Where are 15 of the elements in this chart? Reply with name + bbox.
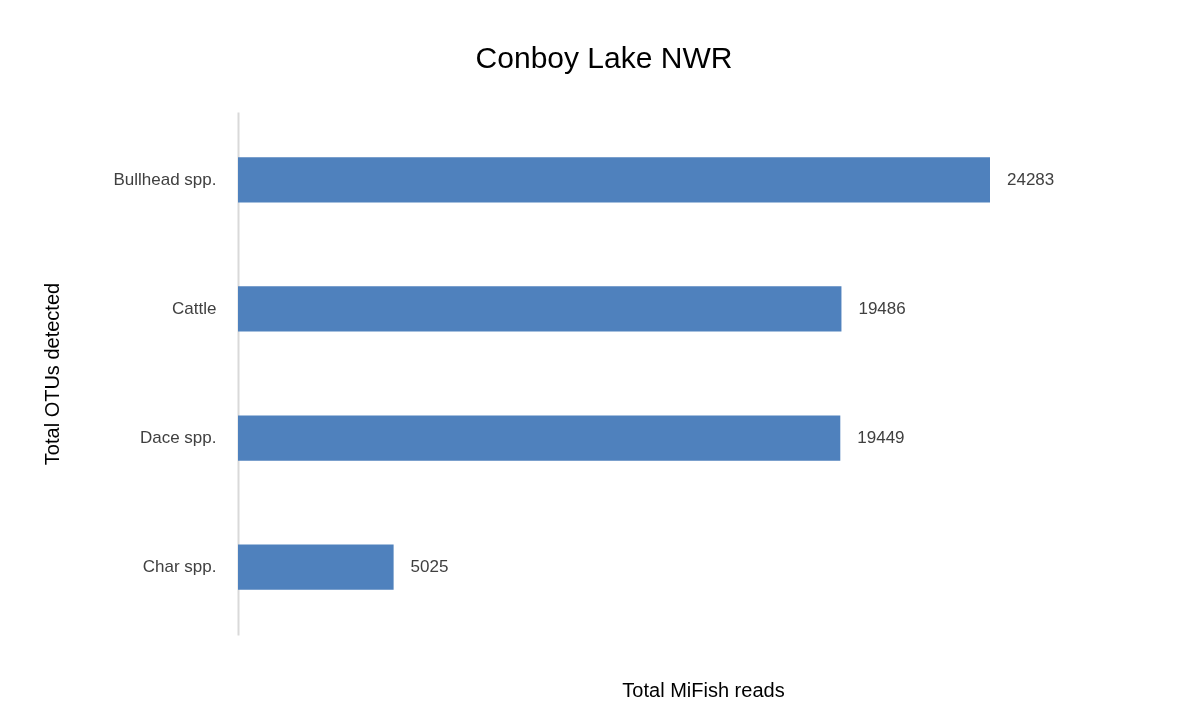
- bar: [238, 544, 394, 590]
- y-axis-title: Total OTUs detected: [40, 282, 63, 466]
- y-tick-label: Char spp.: [142, 557, 217, 577]
- bar: [238, 286, 842, 332]
- y-tick-label: Cattle: [172, 298, 217, 318]
- bar: [238, 415, 841, 461]
- data-label: 5025: [410, 557, 449, 577]
- data-label: 19486: [858, 298, 906, 318]
- data-label: 19449: [857, 428, 905, 448]
- chart-title: Conboy Lake NWR: [475, 41, 733, 74]
- data-label: 24283: [1007, 169, 1055, 189]
- bar: [238, 157, 990, 203]
- x-axis-title: Total MiFish reads: [622, 678, 785, 701]
- y-tick-label: Bullhead spp.: [113, 169, 217, 189]
- y-tick-label: Dace spp.: [139, 428, 217, 448]
